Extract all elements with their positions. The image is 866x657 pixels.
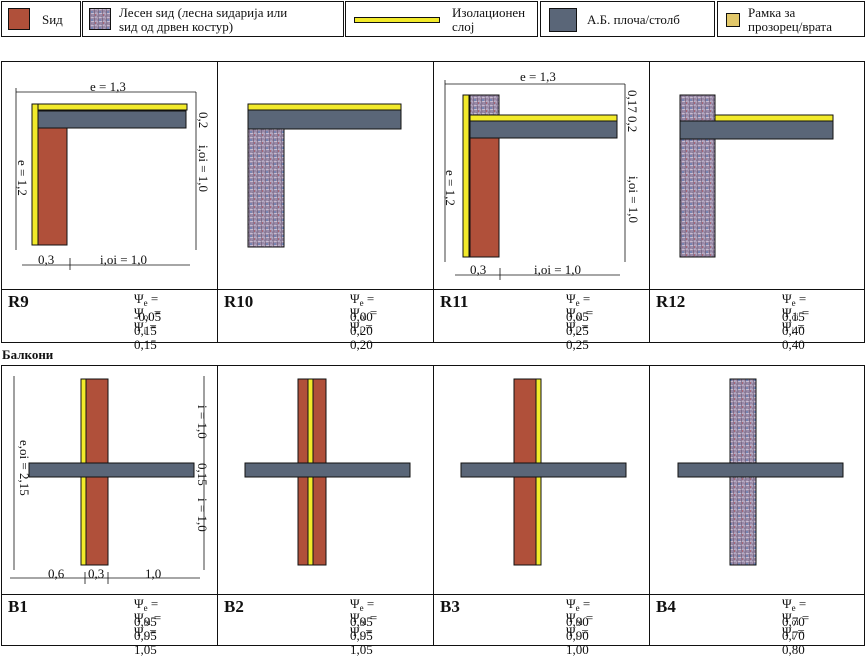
b1-dim-eoi: e,oi = 2,15	[17, 440, 32, 496]
detail-b1	[10, 376, 205, 584]
legend-label-wall: Ѕид	[42, 12, 63, 27]
b1-dim-b: 0,3	[88, 566, 105, 581]
r11-dim-e-top: e = 1,3	[520, 69, 556, 84]
r9-dim-thick: 0,2	[196, 112, 211, 129]
detail-b3	[460, 378, 627, 566]
r11-label: R11	[440, 292, 469, 311]
r9-dim-e-top: e = 1,3	[90, 79, 126, 94]
legend-label-insulation-2: слој	[452, 19, 475, 34]
detail-r12	[679, 94, 834, 258]
b1-dim-i-bot: i = 1,0	[195, 498, 210, 532]
legend-item-slab: А.Б. плоча/столб	[540, 1, 715, 37]
detail-r11	[444, 80, 626, 280]
r9-dim-w: 0,3	[38, 252, 55, 267]
b4-label: B4	[656, 597, 676, 616]
r11-dim-w: 0,3	[470, 262, 487, 277]
r11-dim-e-left: e = 1,2	[443, 170, 458, 206]
legend-item-insulation: Изолационен слој	[345, 1, 538, 37]
legend-label-frame-1: Рамка за	[748, 5, 796, 20]
r11-dim-ioi: i,oi = 1,0	[626, 176, 641, 224]
detail-r10	[247, 103, 402, 248]
legend-label-insulation-1: Изолационен	[452, 5, 526, 20]
b1-dim-t: 0,15	[195, 463, 210, 486]
legend-label-slab: А.Б. плоча/столб	[587, 12, 680, 27]
b3-label: B3	[440, 597, 460, 616]
legend-label-wood-wall-1: Лесен ѕид (лесна ѕидарија или	[119, 5, 288, 20]
r9-dim-e-left: e = 1,2	[15, 160, 30, 196]
b1-label: B1	[8, 597, 28, 616]
r9-dim-ioi: i,oi = 1,0	[196, 145, 211, 193]
insulation-swatch	[354, 17, 440, 23]
r12-label: R12	[656, 292, 686, 311]
b2-label: B2	[224, 597, 244, 616]
legend-item-frame: Рамка за прозорец/врата	[717, 1, 865, 37]
wall-swatch	[8, 8, 30, 30]
legend-item-wall: Ѕид	[1, 1, 81, 37]
legend: Ѕид Лесен ѕид (лесна ѕидарија или ѕид од…	[0, 0, 866, 40]
detail-b4	[677, 378, 844, 566]
b1-dim-a: 0,6	[48, 566, 65, 581]
r9-label: R9	[8, 292, 29, 311]
b1-dim-i-top: i = 1,0	[195, 405, 210, 439]
legend-label-wood-wall-2: ѕид од дрвен костур)	[119, 19, 234, 34]
r9-dim-ioi-bottom: i,oi = 1,0	[100, 252, 148, 267]
r11-dim-ioi-bottom: i,oi = 1,0	[534, 262, 582, 277]
wood-wall-swatch	[89, 8, 111, 30]
r10-label: R10	[224, 292, 254, 311]
detail-r9	[15, 88, 197, 270]
frame-swatch	[726, 13, 740, 27]
legend-label-frame-2: прозорец/врата	[748, 19, 833, 34]
r11-dim-t1: 0,17	[625, 90, 640, 113]
section-title-balconies: Балкони	[2, 347, 54, 362]
r11-dim-t2: 0,2	[625, 116, 640, 133]
legend-item-wood-wall: Лесен ѕид (лесна ѕидарија или ѕид од дрв…	[82, 1, 344, 37]
detail-b2	[244, 378, 411, 566]
slab-swatch	[549, 8, 577, 32]
b1-dim-c: 1,0	[145, 566, 162, 581]
